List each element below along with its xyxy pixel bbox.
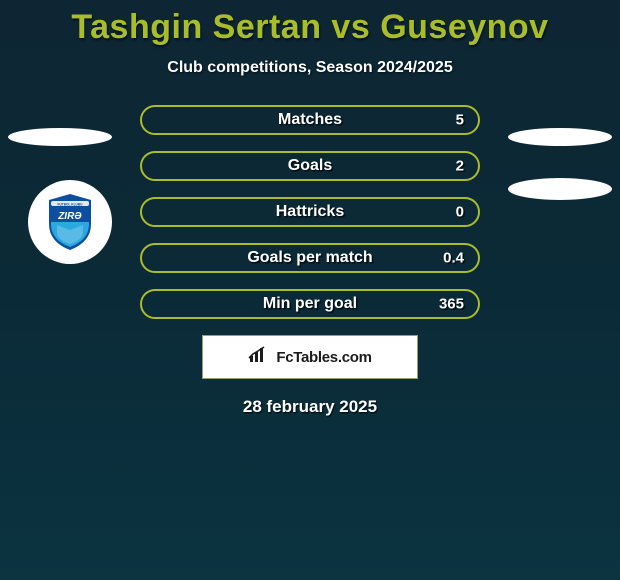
stat-value: 0.4 [443,250,464,267]
placeholder-oval-top-right [508,128,612,146]
stat-value: 5 [456,112,464,129]
stat-label: Matches [278,111,342,129]
stat-value: 0 [456,204,464,221]
stat-label: Goals [288,157,332,175]
bars-icon [248,346,270,369]
team-badge-left: FUTBOL KLUBU ZIRƏ [28,180,112,264]
infographic-root: Tashgin Sertan vs Guseynov Club competit… [0,0,620,580]
shield-icon: FUTBOL KLUBU ZIRƏ [45,192,95,252]
brand-text: FcTables.com [276,349,371,366]
stat-row-matches: Matches 5 [140,105,480,135]
date-text: 28 february 2025 [0,397,620,417]
stat-label: Hattricks [276,203,344,221]
badge-main-text: ZIRƏ [57,211,82,222]
placeholder-oval-top-left [8,128,112,146]
stat-row-hattricks: Hattricks 0 [140,197,480,227]
stat-label: Goals per match [247,249,372,267]
placeholder-oval-right-2 [508,178,612,200]
stat-row-min-per-goal: Min per goal 365 [140,289,480,319]
stat-value: 2 [456,158,464,175]
brand-box: FcTables.com [202,335,418,379]
stat-row-goals-per-match: Goals per match 0.4 [140,243,480,273]
badge-ribbon-text: FUTBOL KLUBU [58,202,84,206]
stat-value: 365 [439,296,464,313]
stat-label: Min per goal [263,295,357,313]
page-subtitle: Club competitions, Season 2024/2025 [0,59,620,77]
stat-row-goals: Goals 2 [140,151,480,181]
page-title: Tashgin Sertan vs Guseynov [0,0,620,47]
